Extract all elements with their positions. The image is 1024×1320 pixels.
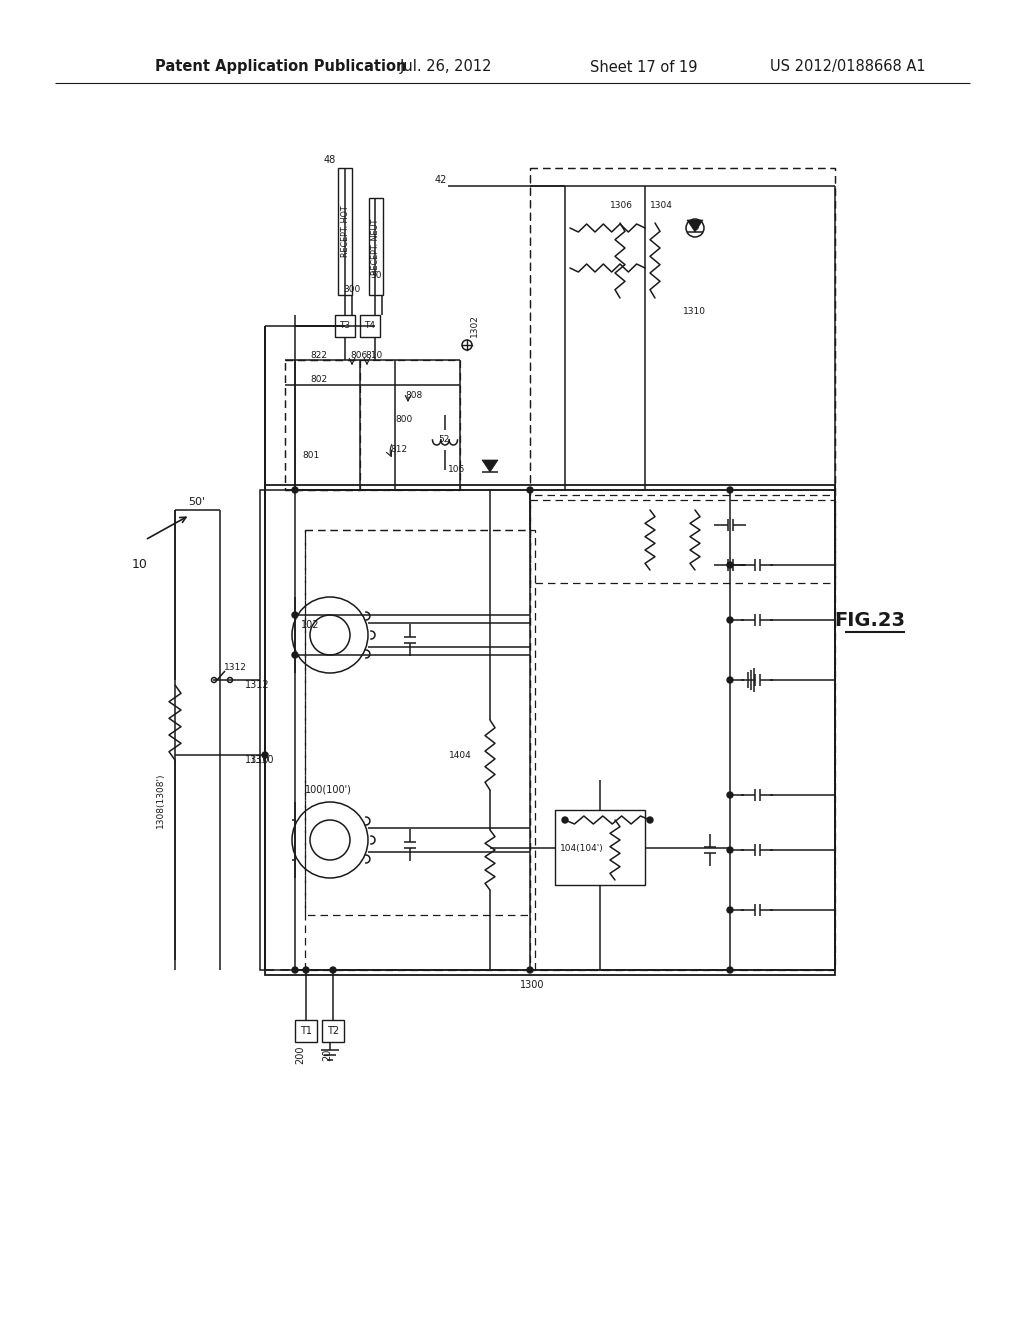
Text: 48: 48 xyxy=(324,154,336,165)
Circle shape xyxy=(727,562,733,568)
Text: Sheet 17 of 19: Sheet 17 of 19 xyxy=(590,59,697,74)
Bar xyxy=(338,168,352,294)
Circle shape xyxy=(527,968,534,973)
Text: D: D xyxy=(692,223,698,232)
Text: RECEPT. NEUT: RECEPT. NEUT xyxy=(372,218,381,275)
Text: 52: 52 xyxy=(438,436,450,445)
Bar xyxy=(295,1020,317,1041)
Text: 822: 822 xyxy=(310,351,327,359)
Circle shape xyxy=(727,616,733,623)
Text: 800: 800 xyxy=(395,416,413,425)
Bar xyxy=(360,315,380,337)
Text: 200: 200 xyxy=(295,1045,305,1064)
Text: 801: 801 xyxy=(302,450,319,459)
Text: T4: T4 xyxy=(365,322,376,330)
Text: 1310: 1310 xyxy=(683,306,706,315)
Text: 1310: 1310 xyxy=(245,755,269,766)
Bar xyxy=(260,490,835,970)
Circle shape xyxy=(292,612,298,618)
Text: 1308(1308'): 1308(1308') xyxy=(156,772,165,828)
Text: 1304: 1304 xyxy=(650,202,673,210)
Polygon shape xyxy=(482,459,498,473)
Text: FIG.23: FIG.23 xyxy=(835,610,905,630)
Polygon shape xyxy=(687,220,703,232)
Text: T1: T1 xyxy=(300,1026,312,1036)
Bar xyxy=(530,168,835,495)
Text: 1310: 1310 xyxy=(250,755,274,766)
Text: 812: 812 xyxy=(390,446,408,454)
Bar xyxy=(530,168,835,583)
Text: T3: T3 xyxy=(339,322,350,330)
Text: 810: 810 xyxy=(365,351,382,359)
Bar xyxy=(265,484,835,975)
Text: Patent Application Publication: Patent Application Publication xyxy=(155,59,407,74)
Text: 1302: 1302 xyxy=(470,314,479,338)
Bar xyxy=(305,531,535,970)
Circle shape xyxy=(310,820,350,861)
Text: 1300: 1300 xyxy=(520,979,545,990)
Text: 20: 20 xyxy=(322,1049,332,1061)
Bar xyxy=(555,810,645,884)
Circle shape xyxy=(647,817,653,822)
Text: 104(104'): 104(104') xyxy=(560,843,604,853)
Circle shape xyxy=(292,968,298,973)
Circle shape xyxy=(310,615,350,655)
Bar xyxy=(285,360,360,490)
Text: 10: 10 xyxy=(132,558,147,572)
Circle shape xyxy=(727,677,733,682)
Text: Jul. 26, 2012: Jul. 26, 2012 xyxy=(400,59,493,74)
Text: 1306: 1306 xyxy=(610,202,633,210)
Bar xyxy=(530,500,835,970)
Circle shape xyxy=(292,487,298,492)
Text: RECEPT. HOT: RECEPT. HOT xyxy=(341,206,349,257)
Circle shape xyxy=(562,817,568,822)
Circle shape xyxy=(262,752,268,758)
Text: 100(100'): 100(100') xyxy=(305,785,352,795)
Text: 1312: 1312 xyxy=(223,664,247,672)
Text: 102: 102 xyxy=(301,620,319,630)
Bar xyxy=(369,198,383,294)
Circle shape xyxy=(727,968,733,973)
Text: 42: 42 xyxy=(435,176,447,185)
Circle shape xyxy=(727,792,733,799)
Circle shape xyxy=(727,487,733,492)
Text: 300: 300 xyxy=(343,285,360,294)
Bar xyxy=(322,1020,344,1041)
Text: 802: 802 xyxy=(310,375,327,384)
Bar xyxy=(335,315,355,337)
Text: 50': 50' xyxy=(188,498,206,507)
Text: 1404: 1404 xyxy=(450,751,472,759)
Circle shape xyxy=(727,907,733,913)
Text: US 2012/0188668 A1: US 2012/0188668 A1 xyxy=(770,59,926,74)
Bar xyxy=(285,360,460,490)
Text: 808: 808 xyxy=(406,391,422,400)
Text: T2: T2 xyxy=(327,1026,339,1036)
Bar xyxy=(305,531,530,915)
Circle shape xyxy=(330,968,336,973)
Circle shape xyxy=(727,847,733,853)
Circle shape xyxy=(303,968,309,973)
Circle shape xyxy=(527,487,534,492)
Text: 806: 806 xyxy=(350,351,368,359)
Text: 1312: 1312 xyxy=(245,680,269,690)
Text: 106: 106 xyxy=(447,466,465,474)
Circle shape xyxy=(292,652,298,657)
Text: 30: 30 xyxy=(371,271,382,280)
